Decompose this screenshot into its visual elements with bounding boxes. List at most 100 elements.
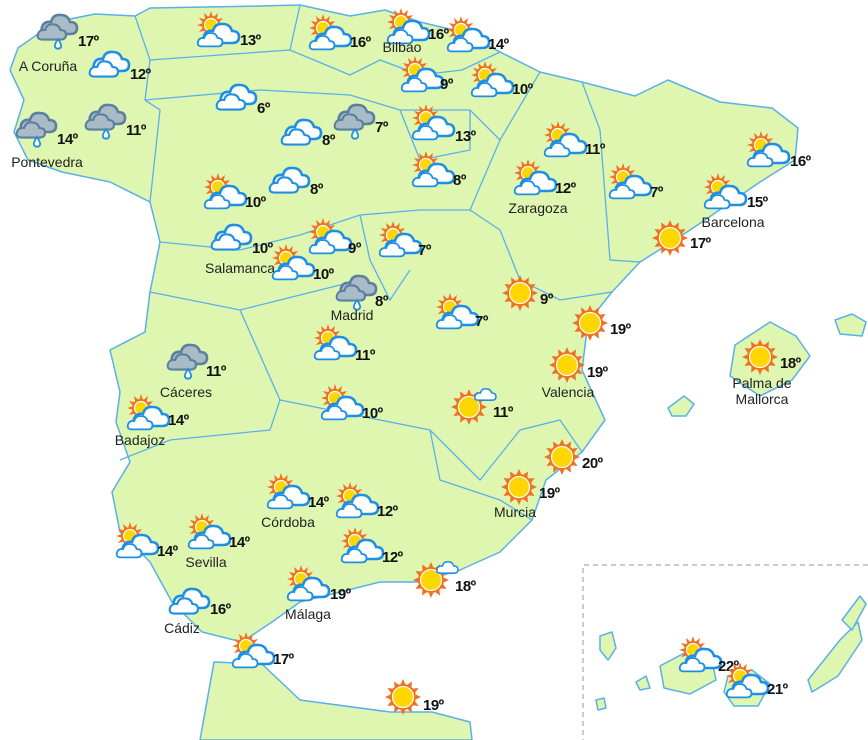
temperature-label: 11º: [126, 122, 146, 139]
temperature-label: 7º: [475, 313, 488, 330]
city-label: Salamanca: [204, 260, 276, 276]
canary-inset-frame: [582, 564, 868, 740]
temperature-label: 18º: [780, 355, 801, 372]
sun-cloud-icon: [678, 636, 723, 673]
temperature-label: 10º: [252, 240, 273, 257]
north-africa-coast: [199, 661, 473, 740]
sun-cloud-icon: [187, 513, 232, 550]
temperature-label: 20º: [582, 455, 603, 472]
temperature-label: 6º: [257, 100, 270, 117]
temperature-label: 9º: [540, 291, 553, 308]
temperature-label: 12º: [382, 549, 403, 566]
temperature-label: 13º: [455, 128, 476, 145]
temperature-label: 8º: [453, 172, 466, 189]
sun-cloud-icon: [231, 632, 276, 669]
temperature-label: 14º: [168, 412, 189, 429]
sun-cloud-icon: [411, 151, 456, 188]
sun-icon: [544, 439, 580, 475]
city-label: Bilbao: [382, 39, 422, 55]
sun-cloud-icon: [608, 163, 653, 200]
temperature-label: 11º: [206, 363, 226, 380]
temperature-label: 19º: [423, 697, 444, 714]
rain-cloud-icon: [333, 103, 376, 140]
cloud-icon: [210, 223, 253, 251]
island-canary-7: [595, 697, 607, 711]
sun-icon: [742, 339, 778, 375]
city-label: Valencia: [541, 384, 595, 400]
sun-cloud-icon: [266, 473, 311, 510]
city-label: Cáceres: [159, 384, 213, 400]
island-menorca: [834, 313, 867, 337]
sun-cloud-icon: [286, 565, 331, 602]
cloud-icon: [268, 166, 311, 194]
temperature-label: 10º: [512, 81, 533, 98]
temperature-label: 17º: [78, 33, 99, 50]
temperature-label: 16º: [350, 34, 371, 51]
city-label: Málaga: [285, 606, 331, 622]
temperature-label: 9º: [440, 76, 453, 93]
rain-cloud-icon: [36, 13, 79, 50]
temperature-label: 12º: [555, 180, 576, 197]
temperature-label: 10º: [245, 194, 266, 211]
sun-cloud-icon: [308, 14, 353, 51]
sun-cloud-icon: [313, 324, 358, 361]
sun-icon: [502, 275, 538, 311]
cloud-icon: [88, 50, 131, 78]
sun-cloud-icon: [386, 8, 431, 45]
rain-cloud-icon: [15, 111, 58, 148]
sun-cloud-icon: [746, 131, 791, 168]
sun-cloud-icon: [725, 662, 770, 699]
sun-cloud-icon: [115, 522, 160, 559]
region-borders: [119, 4, 641, 521]
sun-cloud-icon: [543, 121, 588, 158]
temperature-label: 19º: [587, 364, 608, 381]
temperature-label: 11º: [585, 141, 605, 158]
temperature-label: 14º: [229, 534, 250, 551]
temperature-label: 17º: [273, 651, 294, 668]
temperature-label: 14º: [308, 494, 329, 511]
city-label: Pontevedra: [11, 154, 83, 170]
temperature-label: 8º: [310, 181, 323, 198]
city-label: Barcelona: [701, 214, 765, 230]
temperature-label: 16º: [210, 601, 231, 618]
temperature-label: 14º: [488, 36, 509, 53]
island-ibiza: [667, 395, 695, 417]
sun-cloud-icon: [413, 560, 459, 598]
city-label: Murcia: [493, 504, 537, 520]
sun-cloud-icon: [196, 11, 241, 48]
sun-cloud-icon: [451, 387, 497, 425]
temperature-label: 7º: [375, 119, 388, 136]
city-label: Palma de Mallorca: [732, 375, 792, 407]
temperature-label: 19º: [610, 321, 631, 338]
temperature-label: 11º: [493, 404, 513, 421]
temperature-label: 11º: [355, 347, 375, 364]
sun-cloud-icon: [470, 61, 515, 98]
sun-cloud-icon: [703, 173, 748, 210]
temperature-label: 15º: [747, 194, 768, 211]
sun-cloud-icon: [513, 159, 558, 196]
sun-cloud-icon: [435, 293, 480, 330]
sun-icon: [652, 220, 688, 256]
city-label: A Coruña: [18, 58, 78, 74]
temperature-label: 8º: [322, 132, 335, 149]
sun-cloud-icon: [335, 482, 380, 519]
temperature-label: 18º: [455, 578, 476, 595]
sun-cloud-icon: [378, 221, 423, 258]
temperature-label: 7º: [650, 184, 663, 201]
sun-icon: [385, 679, 421, 715]
mainland-spain: [9, 4, 799, 643]
sun-cloud-icon: [400, 56, 445, 93]
island-canary-1: [599, 631, 617, 661]
temperature-label: 16º: [428, 26, 449, 43]
city-label: Sevilla: [185, 554, 227, 570]
sun-cloud-icon: [340, 527, 385, 564]
temperature-label: 9º: [348, 240, 361, 257]
temperature-label: 16º: [790, 153, 811, 170]
temperature-label: 14º: [57, 131, 78, 148]
rain-cloud-icon: [335, 274, 378, 311]
island-canary-6: [841, 595, 867, 631]
city-label: Badajoz: [114, 432, 166, 448]
temperature-label: 7º: [418, 242, 431, 259]
